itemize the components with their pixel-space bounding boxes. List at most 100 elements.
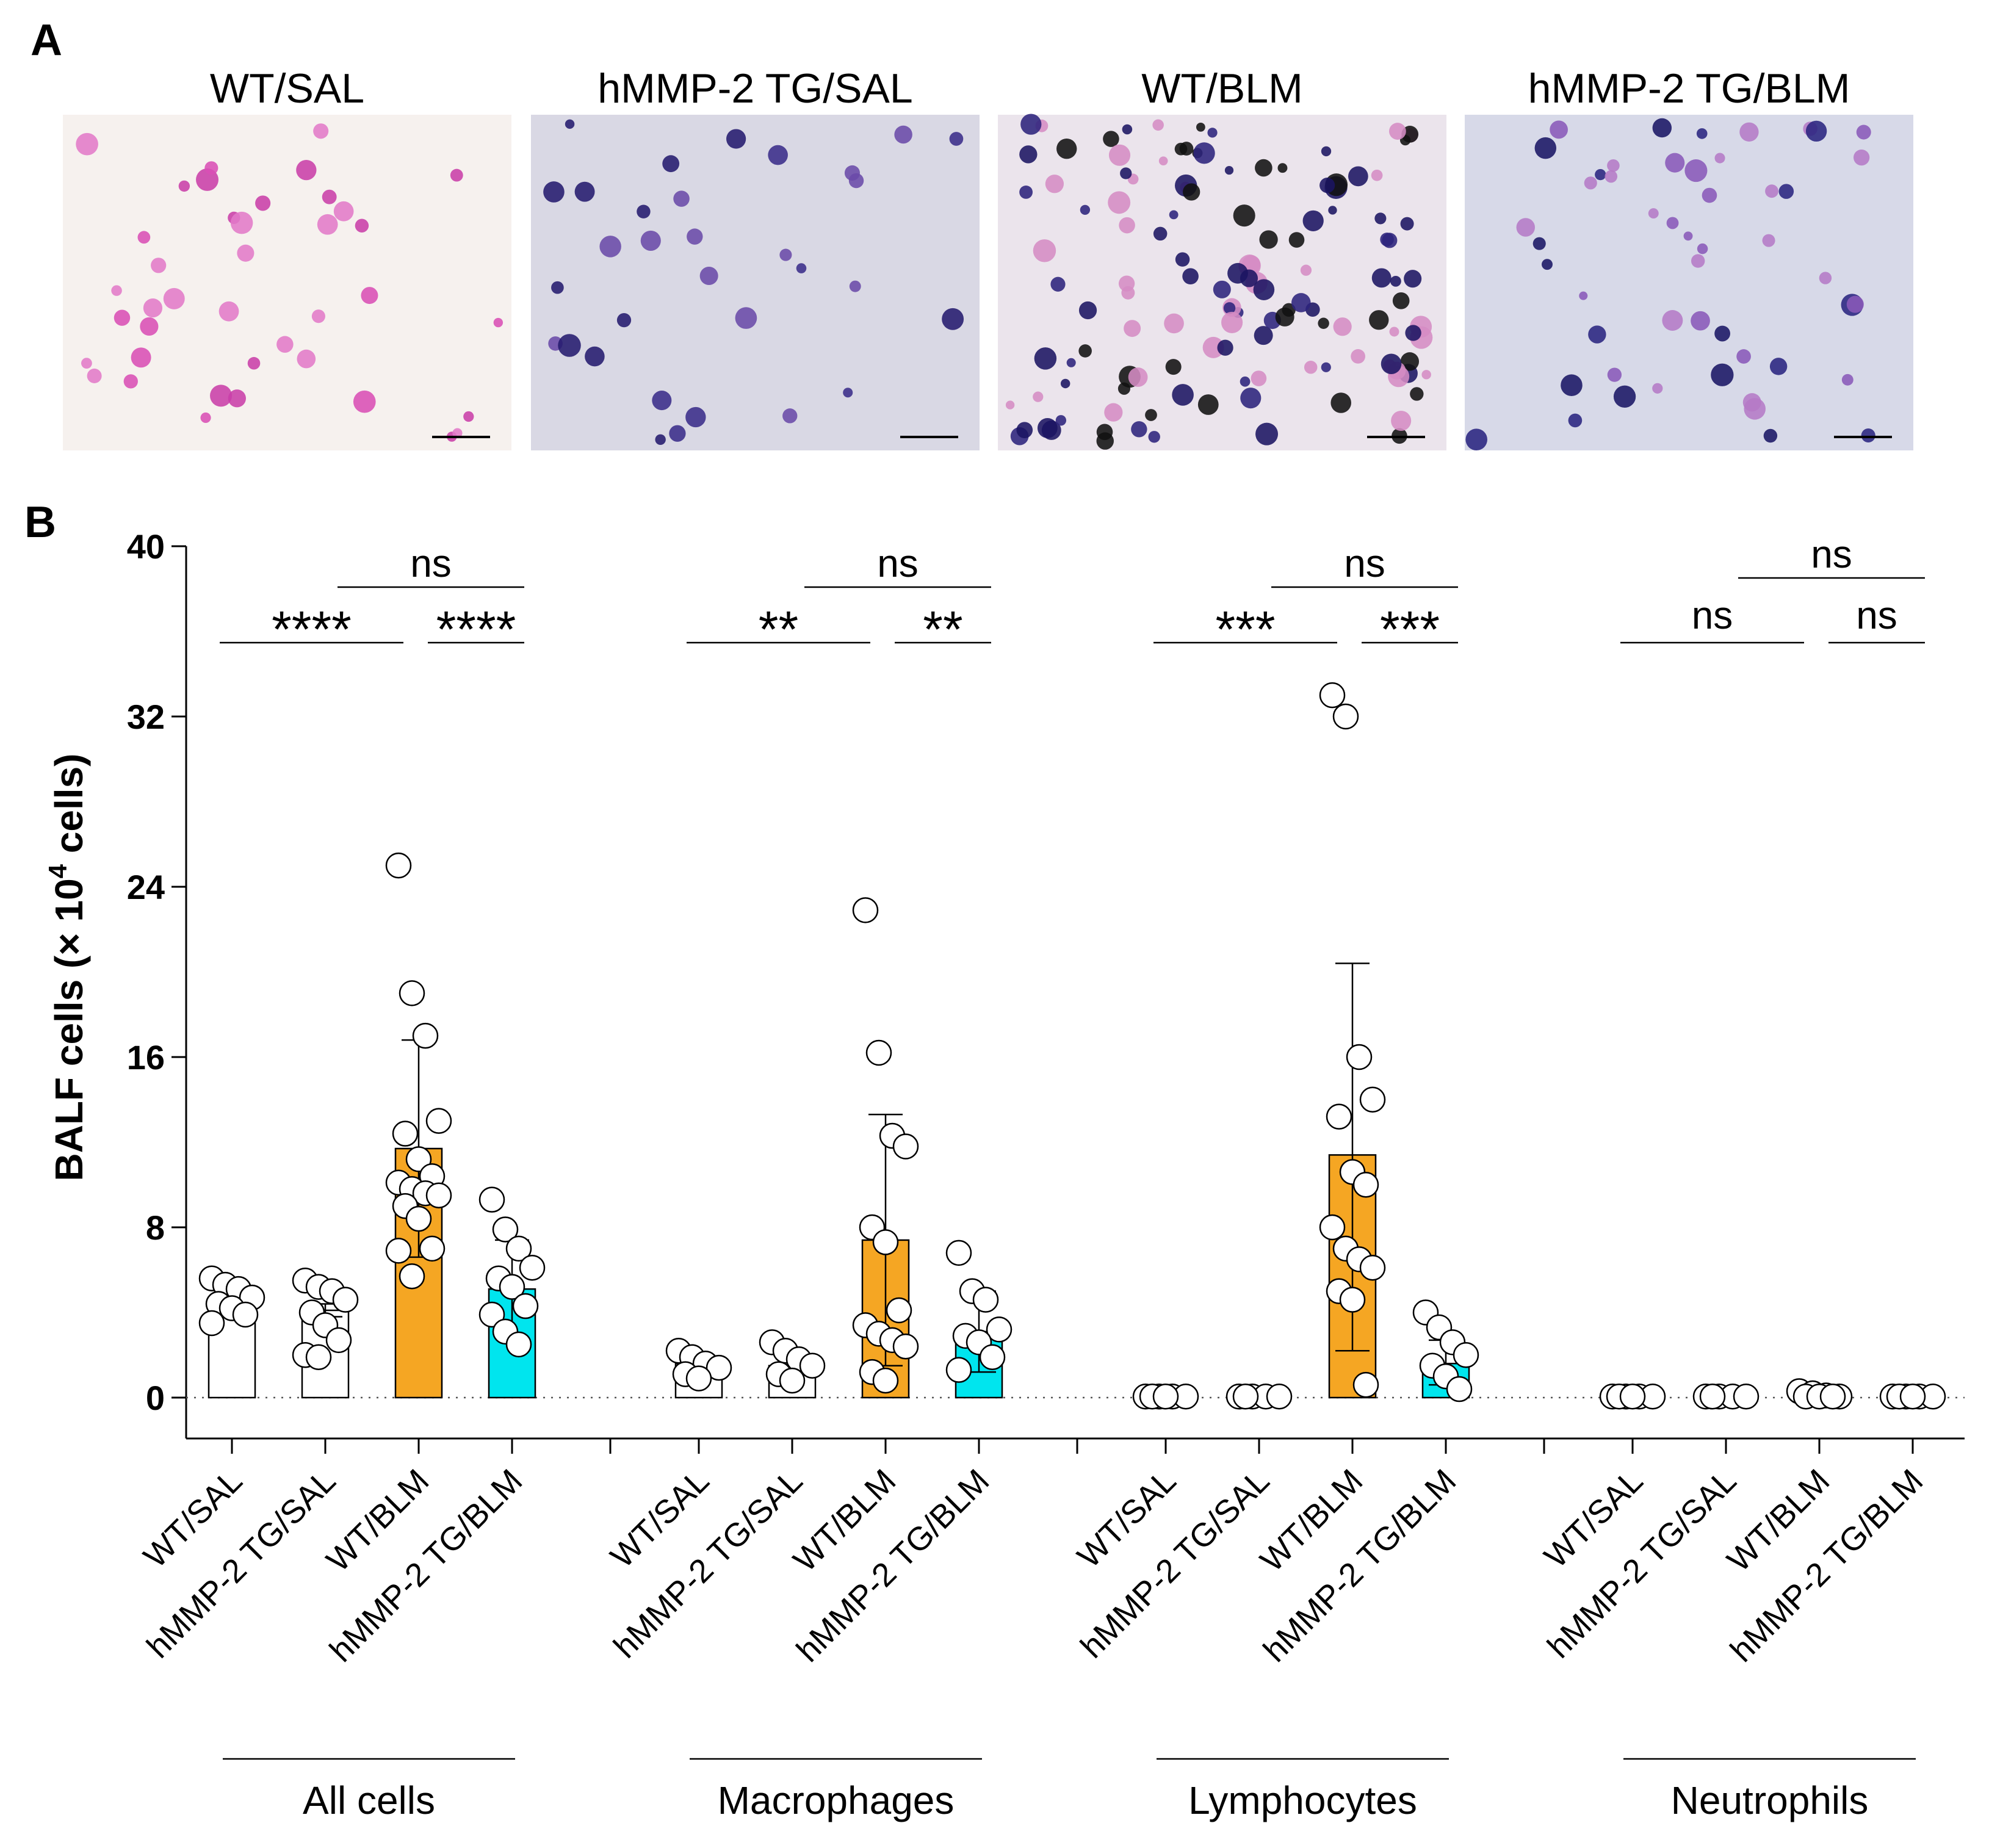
data-point bbox=[1152, 1384, 1179, 1410]
cell-blob bbox=[1652, 383, 1663, 394]
cell-blob bbox=[1207, 128, 1218, 138]
data-point bbox=[405, 1205, 432, 1232]
data-point bbox=[399, 1263, 425, 1290]
cell-blob bbox=[1240, 388, 1262, 409]
cell-blob bbox=[1769, 358, 1788, 375]
cell-blob bbox=[1117, 382, 1131, 395]
cell-blob bbox=[137, 231, 151, 244]
cell-blob bbox=[1224, 165, 1234, 175]
cell-blob bbox=[1805, 120, 1827, 142]
cell-blob bbox=[1854, 149, 1870, 166]
group-label: Macrophages bbox=[718, 1778, 955, 1822]
cell-blob bbox=[1318, 317, 1329, 329]
cell-blob bbox=[1196, 123, 1205, 132]
cell-blob bbox=[1078, 344, 1092, 358]
cell-blob bbox=[210, 384, 233, 407]
cell-blob bbox=[1534, 137, 1557, 159]
significance-label: *** bbox=[1215, 601, 1275, 658]
cell-blob bbox=[1202, 336, 1224, 358]
cell-blob bbox=[1223, 302, 1236, 314]
cell-blob bbox=[1288, 232, 1305, 248]
cell-blob bbox=[1561, 374, 1583, 396]
data-point bbox=[945, 1240, 972, 1266]
cell-blob bbox=[322, 189, 337, 204]
cell-blob bbox=[848, 173, 864, 189]
cell-blob bbox=[1348, 166, 1368, 187]
cell-blob bbox=[247, 356, 261, 370]
data-point bbox=[385, 852, 412, 879]
cell-blob bbox=[178, 180, 190, 192]
panel-a-micrographs: WT/SAL hMMP-2 TG/SAL WT/BLM hMMP-2 TG/BLM bbox=[63, 65, 1913, 451]
cell-blob bbox=[669, 425, 686, 442]
cell-blob bbox=[353, 390, 376, 413]
data-point bbox=[852, 897, 879, 923]
y-axis-label-post: cells) bbox=[47, 754, 91, 864]
micrograph-cells bbox=[1465, 118, 1875, 451]
cell-blob bbox=[1251, 370, 1267, 386]
cell-blob bbox=[237, 244, 254, 262]
cell-blob bbox=[311, 309, 325, 323]
data-point bbox=[1446, 1376, 1473, 1402]
cell-blob bbox=[1696, 128, 1708, 139]
data-point bbox=[1352, 1371, 1379, 1398]
cell-blob bbox=[1254, 326, 1273, 345]
cell-blob bbox=[1691, 311, 1710, 331]
cell-blob bbox=[1328, 206, 1337, 215]
cell-blob bbox=[1763, 428, 1778, 443]
cell-blob bbox=[1607, 367, 1622, 382]
cell-blob bbox=[1568, 413, 1583, 428]
cell-blob bbox=[1034, 347, 1057, 370]
cell-blob bbox=[1124, 320, 1141, 337]
data-point bbox=[1699, 1384, 1726, 1410]
data-point bbox=[499, 1274, 525, 1300]
data-point bbox=[412, 1022, 439, 1049]
cell-blob bbox=[1172, 384, 1194, 406]
cell-blob bbox=[114, 309, 131, 326]
cell-blob bbox=[1739, 122, 1759, 142]
cell-blob bbox=[1182, 268, 1199, 285]
significance-label: ns bbox=[1692, 593, 1733, 637]
data-point bbox=[1346, 1044, 1373, 1070]
axes: 0 8 16 24 32 40 bbox=[127, 527, 1965, 1454]
cell-blob bbox=[1080, 204, 1091, 215]
data-point bbox=[986, 1316, 1013, 1343]
cell-blob bbox=[1019, 145, 1038, 164]
significance-label: **** bbox=[272, 601, 352, 658]
significance-label: ns bbox=[1856, 593, 1897, 637]
cell-blob bbox=[1861, 428, 1875, 443]
cell-blob bbox=[1033, 239, 1056, 262]
data-point bbox=[865, 1039, 892, 1066]
group-label: Lymphocytes bbox=[1188, 1778, 1417, 1822]
data-point bbox=[1232, 1384, 1259, 1410]
cell-blob bbox=[1122, 124, 1133, 135]
cell-blob bbox=[1033, 391, 1044, 402]
cell-blob bbox=[1108, 144, 1131, 166]
data-point bbox=[392, 1121, 419, 1147]
data-point bbox=[505, 1331, 532, 1358]
cell-blob bbox=[726, 129, 746, 149]
micrograph-image bbox=[63, 115, 511, 450]
cell-blob bbox=[543, 181, 565, 203]
data-point bbox=[1326, 1103, 1352, 1130]
cell-blob bbox=[1056, 139, 1077, 159]
cell-blob bbox=[1321, 362, 1331, 372]
data-point bbox=[779, 1367, 806, 1394]
micrograph-panel: hMMP-2 TG/SAL bbox=[531, 65, 980, 450]
data-point bbox=[405, 1146, 432, 1172]
cell-blob bbox=[1240, 376, 1251, 387]
panel-a-letter: A bbox=[31, 16, 62, 65]
data-point bbox=[1266, 1384, 1293, 1410]
cell-blob bbox=[1400, 352, 1420, 371]
cell-blob bbox=[1702, 187, 1717, 203]
cell-blob bbox=[1302, 210, 1324, 231]
data-point bbox=[478, 1186, 505, 1213]
significance-label: ns bbox=[1344, 541, 1385, 585]
cell-blob bbox=[1333, 317, 1352, 336]
cell-blob bbox=[1391, 410, 1412, 431]
data-point bbox=[512, 1293, 539, 1319]
cell-blob bbox=[1550, 120, 1568, 139]
cell-blob bbox=[1684, 159, 1708, 182]
